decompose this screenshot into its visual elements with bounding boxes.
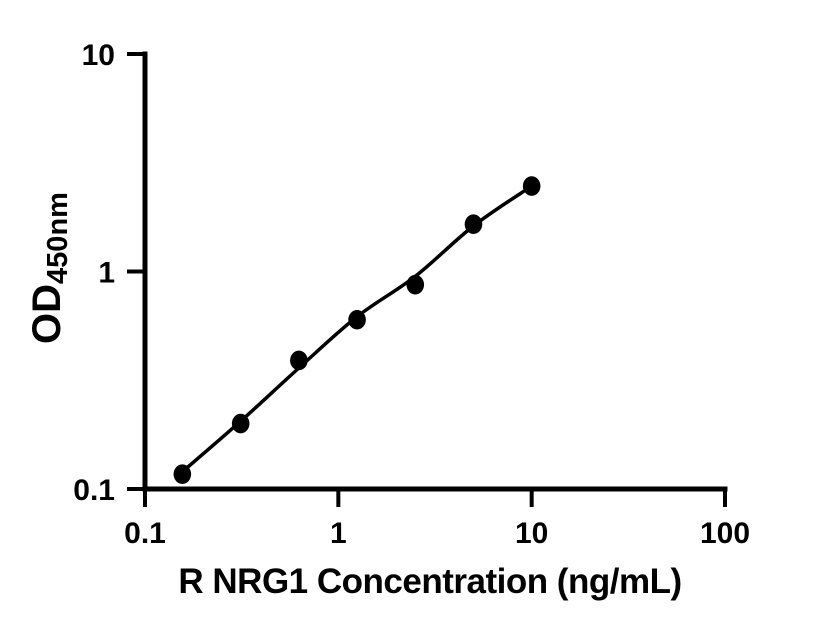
data-point-marker xyxy=(406,274,425,295)
y-axis-title: OD450nm xyxy=(25,192,75,344)
data-point-marker xyxy=(522,176,541,196)
y-axis-title-subscript: 450nm xyxy=(42,192,74,284)
y-tick-label: 1 xyxy=(98,257,115,290)
x-tick-label: 0.1 xyxy=(124,517,166,550)
data-point-marker xyxy=(290,350,308,371)
data-point-marker xyxy=(348,309,366,330)
x-tick-label: 1 xyxy=(330,517,347,550)
x-tick-label: 10 xyxy=(515,517,548,550)
data-point-marker xyxy=(231,413,250,434)
y-axis-title-main: OD xyxy=(25,283,69,344)
y-tick-label: 10 xyxy=(82,39,115,72)
x-axis-title: R NRG1 Concentration (ng/mL) xyxy=(178,562,682,601)
data-point-marker xyxy=(464,214,483,234)
x-tick-label: 100 xyxy=(700,517,750,550)
data-point-marker xyxy=(173,464,192,484)
y-tick-label: 0.1 xyxy=(73,474,115,507)
